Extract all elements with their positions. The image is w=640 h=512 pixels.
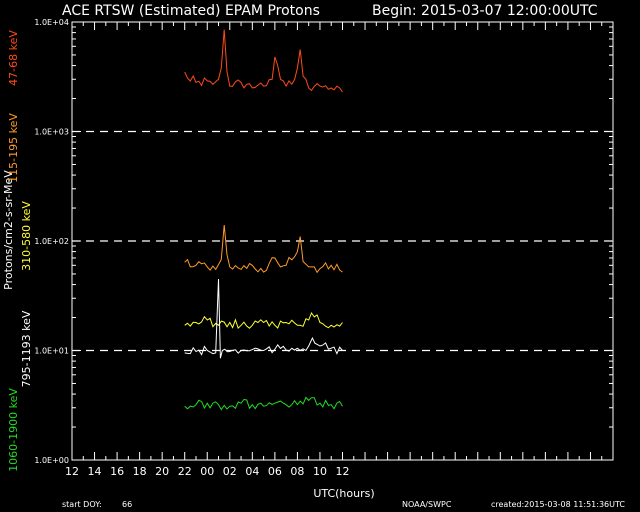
series-group xyxy=(184,29,343,411)
y-tick-label-2: 1.0E+02 xyxy=(34,237,69,246)
y-tick-label-4: 1.0E+04 xyxy=(34,18,69,27)
series-legend-label-1: 115-195 keV xyxy=(7,113,20,183)
footer-start-doy-value: 66 xyxy=(122,500,132,509)
x-tick-label-2: 16 xyxy=(110,465,124,478)
series-line-0 xyxy=(184,29,343,93)
x-tick-label-7: 02 xyxy=(223,465,237,478)
x-tick-label-4: 20 xyxy=(155,465,169,478)
x-tick-label-0: 12 xyxy=(65,465,79,478)
footer-start-doy-label: start DOY: xyxy=(62,500,102,509)
series-legend-label-3: 795-1193 keV xyxy=(20,310,33,387)
y-tick-label-0: 1.0E+00 xyxy=(34,456,69,465)
series-legend-label-0: 47-68 keV xyxy=(7,30,20,86)
y-tick-label-3: 1.0E+03 xyxy=(34,128,69,137)
x-tick-label-1: 14 xyxy=(88,465,102,478)
chart-begin-label: Begin: 2015-03-07 12:00:00UTC xyxy=(372,3,598,19)
footer-created: created:2015-03-08 11:51:36UTC xyxy=(491,500,625,509)
x-tick-label-9: 06 xyxy=(268,465,282,478)
x-tick-label-10: 08 xyxy=(290,465,304,478)
y-axis: 1.0E+00 1.0E+01 1.0E+02 1.0E+03 1.0E+04 xyxy=(34,18,613,465)
x-axis: 12 14 16 18 20 22 00 02 04 06 08 10 12 xyxy=(65,22,614,478)
series-legend-label-2: 310-580 keV xyxy=(20,201,33,271)
x-tick-label-8: 04 xyxy=(245,465,259,478)
y-tick-label-1: 1.0E+01 xyxy=(34,347,69,356)
series-legend-label-4: 1060-1900 keV xyxy=(7,388,20,472)
x-tick-label-11: 10 xyxy=(313,465,327,478)
x-tick-label-6: 00 xyxy=(200,465,214,478)
series-line-1 xyxy=(184,224,343,274)
series-line-3 xyxy=(184,278,343,359)
x-tick-label-5: 22 xyxy=(178,465,192,478)
x-tick-label-12: 12 xyxy=(336,465,350,478)
series-line-4 xyxy=(184,396,343,411)
footer-source: NOAA/SWPC xyxy=(402,500,452,509)
x-tick-label-3: 18 xyxy=(133,465,147,478)
y-axis-label: Protons/cm2-s-sr-MeV xyxy=(2,170,15,290)
series-line-2 xyxy=(184,311,343,330)
chart-title: ACE RTSW (Estimated) EPAM Protons xyxy=(62,3,320,19)
series-legend: 47-68 keV 115-195 keV 310-580 keV 795-1193 … xyxy=(7,30,33,472)
x-axis-label: UTC(hours) xyxy=(313,487,374,500)
